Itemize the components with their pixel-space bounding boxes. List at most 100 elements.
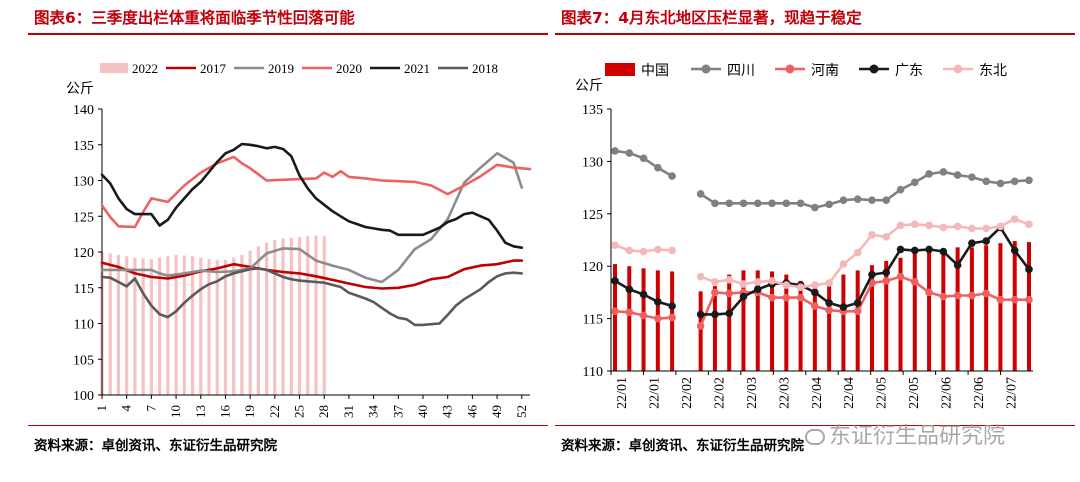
x-tick-label: 34	[366, 405, 381, 419]
point-河南-28	[1010, 295, 1019, 304]
point-东北-13	[796, 283, 805, 291]
x-tick-label: 22/05	[875, 377, 890, 409]
legend-swatch-中国	[605, 63, 635, 76]
point-东北-2	[639, 247, 648, 256]
bar-2022-wk13	[199, 257, 203, 395]
point-河南-8	[725, 289, 734, 298]
bar-2022-wk4	[125, 256, 129, 395]
legend-label-2018: 2018	[472, 61, 498, 76]
bar-2022-wk2	[108, 253, 112, 395]
bar-中国-13	[798, 280, 803, 371]
bar-2022-wk14	[207, 259, 211, 395]
point-东北-27	[996, 222, 1005, 231]
bar-2022-wk24	[289, 237, 293, 395]
bar-中国-24	[955, 247, 960, 371]
bar-2022-wk11	[182, 255, 186, 395]
point-广东-18	[868, 270, 876, 279]
point-四川-8	[725, 199, 734, 208]
line-2018	[100, 267, 524, 327]
x-tick-label: 13	[193, 405, 208, 418]
y-tick-label: 115	[74, 282, 94, 297]
point-河南-2	[639, 311, 648, 320]
line-广东	[614, 226, 1031, 316]
y-tick-label: 110	[74, 318, 94, 333]
bar-中国-9	[741, 270, 746, 371]
left-figure-title: 图表6：三季度出栏体重将面临季节性回落可能	[34, 9, 355, 27]
bar-中国-10	[755, 270, 760, 371]
point-四川-16	[839, 196, 848, 204]
y-tick-label: 120	[73, 246, 94, 261]
bar-2022-wk8	[158, 257, 162, 395]
point-河南-24	[953, 291, 962, 300]
point-河南-3	[654, 314, 662, 323]
point-东北-4	[668, 246, 676, 255]
x-tick-label: 22/02	[680, 377, 695, 409]
bar-2022-wk6	[141, 258, 145, 395]
point-河南-11	[768, 293, 776, 302]
y-tick-label: 105	[73, 353, 94, 368]
bar-中国-20	[898, 257, 903, 371]
x-tick-label: 10	[168, 405, 183, 418]
bar-2022-wk25	[297, 236, 302, 395]
left-title-rule	[28, 33, 548, 35]
x-tick-label: 22/04	[842, 377, 857, 409]
line-2017	[100, 259, 524, 290]
legend-label-广东: 广东	[895, 63, 923, 79]
y-tick-label: 100	[73, 389, 94, 404]
legend-label-东北: 东北	[979, 63, 1007, 79]
point-四川-28	[1010, 177, 1019, 186]
bar-中国-29	[1027, 242, 1031, 371]
point-河南-29	[1025, 295, 1033, 304]
y-tick-label: 110	[583, 365, 603, 380]
left-source-note: 资料来源：卓创资讯、东证衍生品研究院	[34, 438, 277, 454]
point-广东-2	[639, 290, 648, 299]
bar-中国-17	[855, 270, 860, 371]
x-tick-label: 16	[217, 405, 232, 419]
y-tick-label: 130	[73, 175, 94, 190]
x-tick-label: 22/03	[745, 377, 760, 409]
point-广东-24	[953, 261, 962, 269]
point-广东-23	[939, 247, 948, 256]
legend-label-2019: 2019	[268, 61, 294, 76]
y-tick-label: 120	[582, 260, 603, 275]
x-tick-label: 19	[242, 405, 257, 418]
x-tick-label: 22/01	[615, 377, 630, 409]
bar-中国-15	[827, 280, 832, 371]
point-东北-23	[939, 223, 948, 232]
point-广东-9	[739, 292, 748, 301]
point-广东-26	[982, 237, 990, 245]
point-河南-12	[782, 293, 791, 302]
point-河南-17	[853, 307, 862, 316]
bar-中国-27	[998, 243, 1003, 371]
point-广东-14	[811, 288, 819, 297]
point-东北-17	[853, 248, 862, 257]
point-河南-14	[811, 302, 819, 310]
legend-label-中国: 中国	[641, 63, 669, 79]
x-tick-label: 22/05	[907, 377, 922, 409]
bar-2022-wk26	[306, 236, 310, 395]
bar-中国-14	[812, 285, 817, 371]
x-tick-label: 22/06	[940, 377, 955, 409]
bar-2022-wk12	[190, 256, 195, 395]
right-figure-title: 图表7：4月东北地区压栏显著，现趋于稳定	[561, 9, 862, 27]
bar-中国-11	[770, 271, 775, 371]
bar-中国-12	[784, 274, 789, 371]
x-tick-label: 4	[119, 405, 134, 412]
point-四川-25	[968, 173, 976, 181]
point-东北-11	[768, 277, 776, 285]
x-tick-label: 7	[143, 405, 158, 412]
point-河南-1	[625, 308, 634, 317]
x-tick-label: 52	[514, 405, 529, 418]
point-东北-28	[1010, 215, 1019, 223]
bar-2022-wk21	[265, 242, 269, 395]
point-广东-17	[853, 299, 862, 307]
y-tick-label: 135	[582, 103, 603, 118]
bar-中国-18	[869, 265, 874, 371]
point-四川-3	[654, 163, 662, 172]
bar-2022-wk23	[281, 238, 285, 395]
bar-中国-26	[984, 245, 989, 371]
left-source-rule	[28, 425, 548, 426]
legend-label-2021: 2021	[404, 61, 430, 76]
x-tick-label: 43	[440, 405, 455, 418]
point-四川-22	[925, 170, 933, 178]
